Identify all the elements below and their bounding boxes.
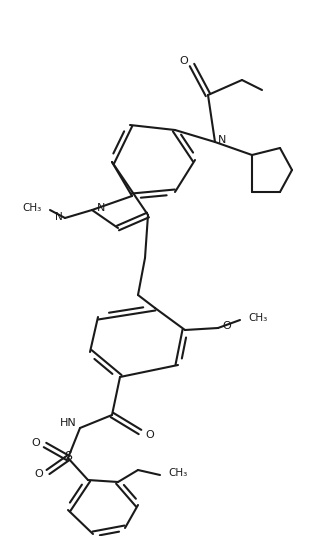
Text: O: O [179,56,188,66]
Text: CH₃: CH₃ [168,468,187,478]
Text: O: O [222,321,231,331]
Text: N: N [97,203,106,213]
Text: O: O [145,430,154,440]
Text: CH₃: CH₃ [23,203,42,213]
Text: N: N [55,212,63,222]
Text: N: N [218,135,226,145]
Text: CH₃: CH₃ [248,313,267,323]
Text: HN: HN [60,418,77,428]
Text: O: O [34,469,43,479]
Text: S: S [64,450,72,464]
Text: O: O [31,438,40,448]
